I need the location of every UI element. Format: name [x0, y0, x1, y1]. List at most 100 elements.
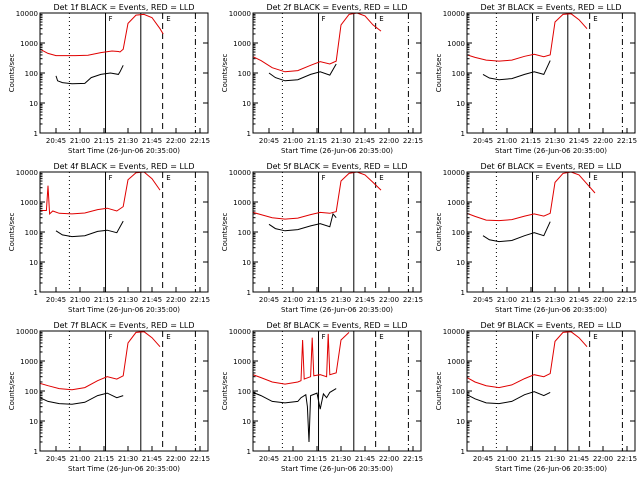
x-tick-label: 21:15 [521, 137, 541, 145]
lld-series-line [253, 332, 350, 385]
events-series-line [55, 220, 124, 238]
y-tick-label: 10000 [229, 10, 251, 18]
y-tick-label: 10000 [229, 328, 251, 336]
y-tick-label: 100 [25, 70, 38, 78]
chart-panel-1: Det 1f BLACK = Events, RED = LLD 1 10 100 10… [8, 3, 210, 155]
events-series-line [268, 63, 337, 82]
event-marker-label: F [536, 15, 540, 23]
events-series-line [482, 221, 551, 243]
x-tick-label: 20:45 [46, 455, 66, 463]
x-tick-label: 22:00 [379, 296, 399, 304]
y-tick-label: 1000 [20, 40, 38, 48]
x-tick-label: 21:45 [569, 455, 589, 463]
x-tick-label: 22:15 [617, 296, 637, 304]
y-tick-label: 10 [242, 418, 251, 426]
y-tick-label: 10000 [443, 10, 465, 18]
x-tick-label: 22:15 [403, 455, 423, 463]
x-tick-label: 21:30 [331, 455, 351, 463]
x-tick-label: 22:00 [593, 455, 613, 463]
y-tick-label: 1000 [233, 40, 251, 48]
chart-panel-7: Det 7f BLACK = Events, RED = LLD 1 10 100 10… [8, 321, 210, 473]
chart-panel-9: Det 9f BLACK = Events, RED = LLD 1 10 100 10… [435, 321, 637, 473]
x-tick-label: 22:00 [593, 296, 613, 304]
x-tick-label: 22:15 [617, 137, 637, 145]
x-tick-label: 21:15 [307, 296, 327, 304]
y-tick-label: 10000 [16, 328, 38, 336]
lld-series-line [40, 172, 161, 215]
x-tick-label: 22:00 [166, 296, 186, 304]
x-axis-label: Start Time (26-Jun-06 20:35:00) [68, 147, 180, 155]
x-tick-label: 21:15 [521, 296, 541, 304]
x-tick-label: 22:00 [379, 137, 399, 145]
y-axis-label: Counts/sec [435, 54, 443, 93]
x-tick-label: 21:00 [497, 137, 517, 145]
event-marker-label: E [166, 15, 170, 23]
x-axis-label: Start Time (26-Jun-06 20:35:00) [495, 147, 607, 155]
x-tick-label: 20:45 [259, 296, 279, 304]
lld-series-line [467, 172, 596, 222]
x-axis-label: Start Time (26-Jun-06 20:35:00) [281, 465, 393, 473]
event-marker-label: E [593, 333, 597, 341]
x-tick-label: 21:30 [331, 137, 351, 145]
series-group [40, 172, 161, 238]
event-marker-label: E [166, 174, 170, 182]
x-tick-label: 21:00 [283, 137, 303, 145]
x-tick-label: 21:30 [545, 455, 565, 463]
chart-panel-5: Det 5f BLACK = Events, RED = LLD 1 10 100 10… [221, 162, 423, 314]
events-series-line [482, 60, 551, 81]
y-tick-label: 10000 [16, 169, 38, 177]
series-group [467, 13, 588, 81]
plot-frame [39, 171, 209, 293]
event-marker-label: F [109, 333, 113, 341]
x-tick-label: 21:30 [118, 296, 138, 304]
events-series-line [40, 392, 124, 405]
chart-title: Det 1f BLACK = Events, RED = LLD [53, 3, 194, 12]
event-marker-label: E [166, 333, 170, 341]
y-tick-label: 10 [242, 259, 251, 267]
x-tick-label: 20:45 [46, 137, 66, 145]
y-tick-label: 100 [238, 70, 251, 78]
x-tick-label: 21:30 [545, 296, 565, 304]
y-tick-label: 10 [29, 259, 38, 267]
y-axis-label: Counts/sec [8, 54, 16, 93]
x-tick-label: 21:00 [70, 455, 90, 463]
y-tick-label: 1000 [20, 199, 38, 207]
x-tick-label: 21:45 [355, 137, 375, 145]
event-marker-label: F [109, 174, 113, 182]
y-tick-label: 10 [29, 418, 38, 426]
x-axis-label: Start Time (26-Jun-06 20:35:00) [495, 465, 607, 473]
x-tick-label: 22:00 [166, 137, 186, 145]
y-axis-label: Counts/sec [8, 213, 16, 252]
x-tick-label: 21:15 [94, 455, 114, 463]
x-tick-label: 22:00 [593, 137, 613, 145]
y-tick-label: 100 [452, 70, 465, 78]
x-tick-label: 20:45 [259, 137, 279, 145]
chart-title: Det 8f BLACK = Events, RED = LLD [266, 321, 407, 330]
x-axis-label: Start Time (26-Jun-06 20:35:00) [281, 306, 393, 314]
events-series-line [467, 391, 551, 405]
y-tick-label: 1000 [233, 358, 251, 366]
x-tick-label: 21:15 [94, 296, 114, 304]
y-axis-label: Counts/sec [221, 54, 229, 93]
x-tick-label: 21:45 [569, 137, 589, 145]
x-tick-label: 21:30 [331, 296, 351, 304]
y-tick-label: 10 [456, 259, 465, 267]
plot-frame [466, 330, 636, 452]
y-tick-label: 100 [238, 229, 251, 237]
series-group [467, 331, 588, 405]
x-tick-label: 22:15 [190, 137, 210, 145]
chart-panel-3: Det 3f BLACK = Events, RED = LLD 1 10 100 10… [435, 3, 637, 155]
x-tick-label: 21:30 [545, 137, 565, 145]
y-tick-label: 10 [456, 100, 465, 108]
x-tick-label: 21:00 [283, 455, 303, 463]
x-tick-label: 21:15 [521, 455, 541, 463]
x-tick-label: 22:15 [190, 455, 210, 463]
y-tick-label: 1 [34, 289, 38, 297]
chart-title: Det 5f BLACK = Events, RED = LLD [266, 162, 407, 171]
y-tick-label: 10000 [443, 328, 465, 336]
x-tick-label: 21:00 [497, 455, 517, 463]
event-marker-label: E [379, 333, 383, 341]
event-marker-label: F [109, 15, 113, 23]
y-tick-label: 10 [29, 100, 38, 108]
lld-series-line [253, 13, 382, 73]
